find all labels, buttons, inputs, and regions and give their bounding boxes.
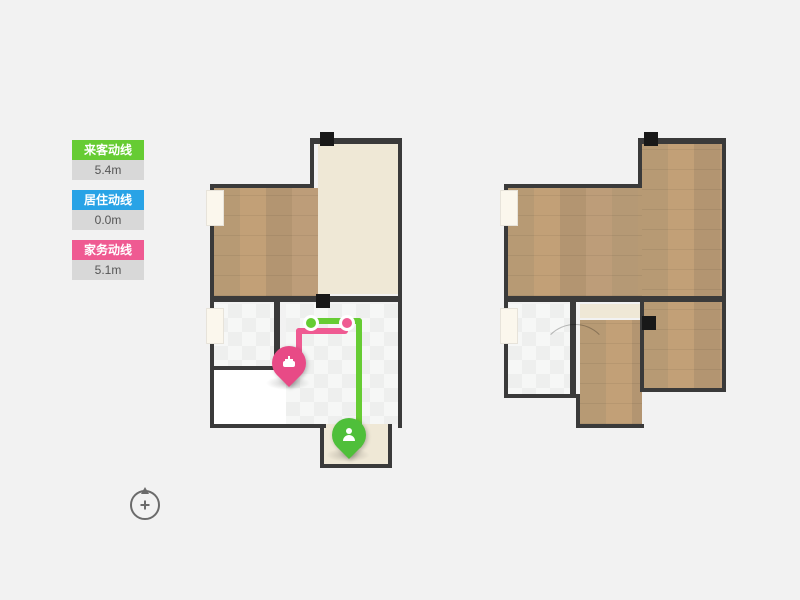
legend-item: 居住动线0.0m [72, 190, 144, 230]
wall [504, 394, 576, 398]
wall [504, 184, 640, 188]
wall [640, 388, 726, 392]
pot-icon [281, 354, 297, 372]
wall [210, 296, 400, 302]
wall [576, 394, 580, 426]
legend-value: 0.0m [72, 210, 144, 230]
housework-path [296, 328, 348, 334]
legend-item: 家务动线5.1m [72, 240, 144, 280]
window-block [206, 308, 224, 344]
wall [210, 366, 280, 370]
wall [320, 464, 392, 468]
column [644, 132, 658, 146]
person-icon [341, 426, 357, 444]
wall [398, 138, 402, 428]
wall [320, 424, 324, 468]
path-endpoint [339, 315, 355, 331]
window-block [206, 190, 224, 226]
floorplan-stage: 来客动线5.4m 居住动线0.0m 家务动线5.1m [0, 0, 800, 600]
window-block [500, 190, 518, 226]
room-wood [508, 188, 642, 296]
room-beige [318, 144, 398, 294]
legend-value: 5.4m [72, 160, 144, 180]
path-endpoint [303, 315, 319, 331]
room-beige [580, 304, 642, 318]
wall [722, 138, 726, 392]
legend-label: 家务动线 [72, 240, 144, 260]
legend-value: 5.1m [72, 260, 144, 280]
room-wood [214, 188, 318, 296]
legend-label: 居住动线 [72, 190, 144, 210]
column [316, 294, 330, 308]
wall [310, 138, 314, 188]
column [642, 316, 656, 330]
door-arc [540, 324, 610, 394]
wall [210, 184, 314, 188]
legend-label: 来客动线 [72, 140, 144, 160]
room-wood [642, 144, 722, 390]
wall [504, 296, 726, 302]
window-block [500, 308, 518, 344]
wall [210, 424, 326, 428]
compass-icon [130, 490, 160, 520]
wall [388, 424, 392, 468]
column [320, 132, 334, 146]
wall [638, 138, 642, 188]
wall [576, 424, 644, 428]
legend-item: 来客动线5.4m [72, 140, 144, 180]
